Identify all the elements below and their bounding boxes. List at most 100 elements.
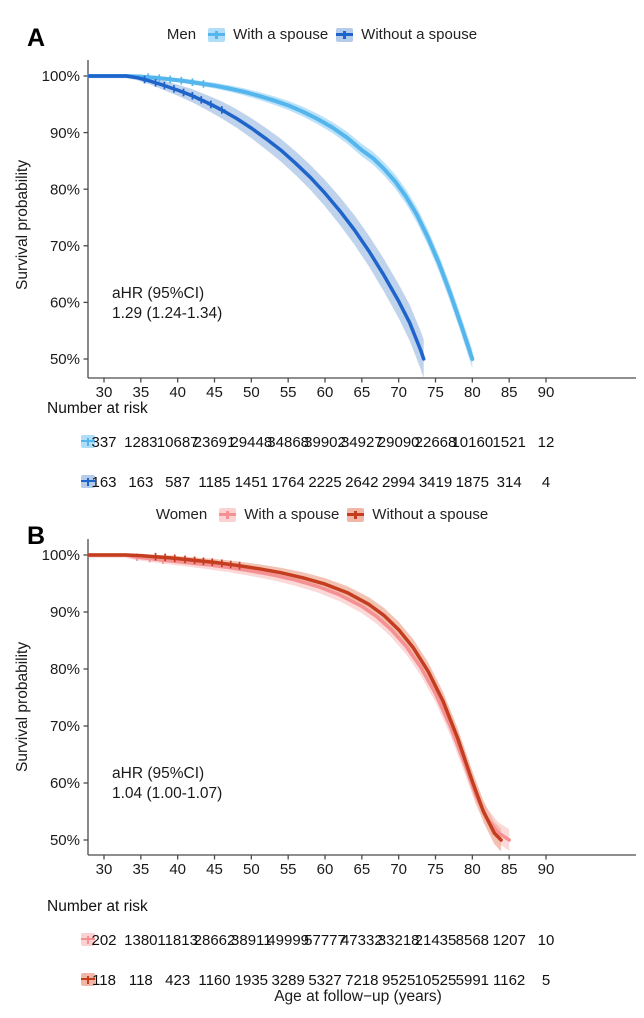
risk-count: 8568 <box>455 932 490 949</box>
risk-count: 1380 <box>124 932 158 949</box>
panel-a-plot: 100% 90% 80% 70% 60% 50% 30 35 40 45 50 55 60 65 70 75 8… <box>42 60 636 401</box>
censor-mark-icon <box>177 76 185 85</box>
x-tick-label: 90 <box>538 861 555 878</box>
y-tick-label: 70% <box>50 718 80 735</box>
x-tick-label: 40 <box>169 384 186 401</box>
x-tick-label: 75 <box>427 384 444 401</box>
risk-count: 5991 <box>455 972 490 989</box>
x-tick-label: 60 <box>317 384 334 401</box>
risk-key-with-spouse-icon <box>81 435 95 448</box>
risk-count: 49999 <box>267 932 310 949</box>
risk-count: 1207 <box>492 932 526 949</box>
risk-count: 28662 <box>193 932 236 949</box>
x-tick-label: 80 <box>464 861 481 878</box>
risk-count: 29090 <box>377 434 420 451</box>
y-tick-label: 70% <box>50 238 80 255</box>
risk-row-women-without-spouse: 118 118 423 1160 1935 3289 5327 7218 9525 10525 59… <box>0 972 644 990</box>
y-tick-label: 100% <box>42 547 80 564</box>
risk-count: 3289 <box>271 972 305 989</box>
survival-curve <box>87 74 426 361</box>
risk-count: 34868 <box>267 434 310 451</box>
legend-label-without-spouse: Without a spouse <box>372 506 489 523</box>
legend-group-title-men: Men <box>166 26 197 43</box>
risk-count: 1185 <box>198 474 231 491</box>
risk-count: 337 <box>91 434 117 451</box>
panel-b-risk-title: Number at risk <box>47 898 148 915</box>
censor-mark-icon <box>200 557 207 566</box>
legend-key-without-spouse-icon <box>347 507 365 522</box>
risk-count: 57777 <box>304 932 346 949</box>
censor-mark-icon <box>171 554 179 563</box>
censor-mark-icon <box>155 74 163 82</box>
key-cross-icon <box>86 437 90 446</box>
panel-a-risk-title: Number at risk <box>47 400 148 417</box>
risk-count: 3419 <box>418 474 453 491</box>
risk-key-without-spouse-icon <box>81 475 95 488</box>
risk-count: 163 <box>91 474 117 491</box>
legend-key-with-spouse-icon <box>208 27 226 42</box>
legend-key-with-spouse-icon <box>219 507 237 522</box>
x-tick-label: 65 <box>353 384 370 401</box>
risk-count: 1875 <box>455 474 490 491</box>
censor-mark-icon <box>207 100 215 109</box>
risk-count: 10160 <box>451 434 494 451</box>
ci-ribbon <box>89 76 424 379</box>
y-tick-label: 50% <box>50 832 80 849</box>
risk-count: 1451 <box>234 474 269 491</box>
censor-mark-icon <box>161 553 169 562</box>
risk-count: 33218 <box>377 932 420 949</box>
key-cross-icon <box>343 30 346 39</box>
risk-count: 34927 <box>340 434 383 451</box>
risk-count: 1283 <box>124 434 158 451</box>
censor-mark-icon <box>200 80 207 88</box>
risk-count: 47332 <box>340 932 383 949</box>
x-tick-label: 35 <box>132 384 149 401</box>
x-tick-label: 65 <box>353 861 370 878</box>
panel-a-ahr-annotation: aHR (95%CI) 1.29 (1.24-1.34) <box>112 284 222 323</box>
censor-mark-icon <box>227 560 235 569</box>
risk-count: 587 <box>165 474 191 491</box>
risk-count: 2225 <box>308 474 342 491</box>
risk-count: 11813 <box>157 932 198 949</box>
risk-row-men-with-spouse: 337 1283 10687 23691 29448 34868 39902 34927 290… <box>0 434 644 452</box>
x-tick-label: 70 <box>390 861 407 878</box>
legend-label-with-spouse: With a spouse <box>244 506 340 523</box>
censor-mark-icon <box>152 552 159 561</box>
censor-mark-icon <box>166 75 174 84</box>
risk-count: 118 <box>92 972 116 989</box>
censor-mark-icon <box>170 85 178 93</box>
censor-mark-icon <box>191 556 199 565</box>
x-tick-label: 45 <box>206 861 223 878</box>
x-tick-label: 55 <box>280 384 297 401</box>
risk-count: 7218 <box>345 972 379 989</box>
risk-count: 5 <box>541 972 551 989</box>
ahr-label: aHR (95%CI) <box>112 285 205 302</box>
y-tick-label: 90% <box>50 604 80 621</box>
y-tick-label: 80% <box>50 181 80 198</box>
risk-count: 163 <box>128 474 154 491</box>
x-axis-title: Age at follow−up (years) <box>274 988 442 1005</box>
ahr-value: 1.04 (1.00-1.07) <box>112 784 223 802</box>
censor-mark-icon <box>208 558 216 566</box>
legend-group-title-women: Women <box>155 506 208 523</box>
risk-key-with-spouse-icon <box>81 933 95 946</box>
censor-mark-icon <box>141 75 148 84</box>
y-tick-label: 90% <box>50 125 80 142</box>
risk-count: 4 <box>541 474 551 491</box>
risk-count: 423 <box>165 972 191 989</box>
panel-a-letter: A <box>27 24 46 52</box>
x-tick-label: 30 <box>96 861 113 878</box>
panel-b-letter: B <box>27 522 46 550</box>
x-tick-label: 80 <box>464 384 481 401</box>
y-tick-label: 80% <box>50 661 80 678</box>
key-cross-icon <box>86 935 90 944</box>
x-tick-label: 30 <box>96 384 113 401</box>
y-tick-label: 100% <box>42 68 80 85</box>
risk-row-women-with-spouse: 202 1380 11813 28662 38911 49999 57777 47332 332… <box>0 932 644 950</box>
x-tick-label: 75 <box>427 861 444 878</box>
panel-b-ahr-annotation: aHR (95%CI) 1.04 (1.00-1.07) <box>112 764 222 803</box>
key-cross-icon <box>86 975 90 984</box>
x-tick-label: 40 <box>169 861 186 878</box>
legend-label-with-spouse: With a spouse <box>233 26 329 43</box>
